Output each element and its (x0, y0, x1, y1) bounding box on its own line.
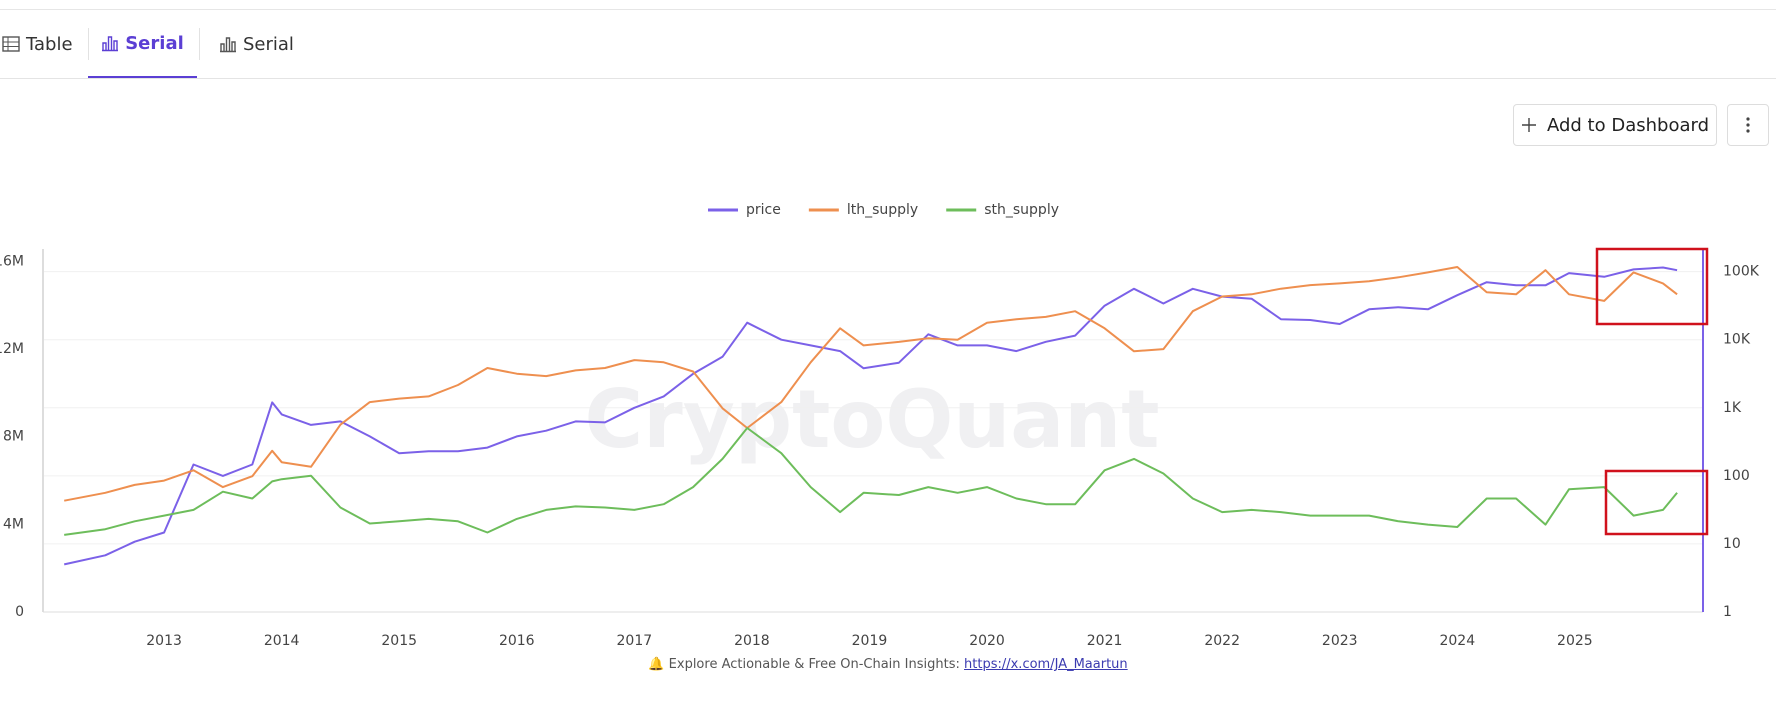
x-tick-label: 2025 (1557, 633, 1593, 649)
plus-icon (1521, 118, 1536, 132)
x-tick-label: 2016 (499, 633, 535, 649)
separator (88, 28, 89, 60)
footer: 🔔 Explore Actionable & Free On-Chain Ins… (0, 657, 1776, 672)
x-tick-label: 2018 (734, 633, 770, 649)
y-tick-label: 16M (0, 253, 24, 269)
y2-tick-label: 1K (1723, 400, 1742, 416)
series-line (64, 266, 1678, 502)
divider (0, 9, 1776, 10)
x-tick-label: 2014 (264, 633, 300, 649)
table-icon (2, 36, 20, 52)
y-tick-label: 4M (3, 516, 24, 532)
tab[interactable]: Table (2, 10, 73, 78)
more-button[interactable] (1727, 104, 1769, 146)
tab-bar: Table Serial Serial (0, 10, 1776, 79)
x-tick-label: 2020 (969, 633, 1005, 649)
series-line (63, 266, 1678, 566)
separator (199, 28, 200, 60)
footer-text: 🔔 Explore Actionable & Free On-Chain Ins… (648, 657, 960, 672)
add-to-dashboard-button[interactable]: Add to Dashboard (1513, 104, 1717, 146)
highlight-box (1595, 247, 1709, 326)
x-tick-label: 2013 (146, 633, 182, 649)
x-tick-label: 2022 (1204, 633, 1240, 649)
y2-tick-label: 10 (1723, 536, 1741, 552)
legend-label: price (746, 202, 781, 218)
watermark: CryptoQuant (585, 373, 1160, 466)
x-tick-label: 2024 (1439, 633, 1475, 649)
y2-tick-label: 100 (1723, 468, 1750, 484)
y2-tick-label: 1 (1723, 604, 1732, 620)
x-tick-label: 2021 (1087, 633, 1123, 649)
y-tick-label: 8M (3, 429, 24, 445)
tab-label: Table (26, 33, 73, 55)
y2-tick-label: 10K (1723, 332, 1751, 348)
bar-icon (220, 37, 236, 53)
tab[interactable]: Serial (88, 10, 197, 78)
x-tick-label: 2019 (852, 633, 888, 649)
y-tick-label: 12M (0, 341, 24, 357)
highlight-box (1604, 469, 1709, 536)
tab-label: Serial (243, 33, 294, 55)
kebab-icon (1746, 117, 1750, 133)
x-tick-label: 2023 (1322, 633, 1358, 649)
x-tick-label: 2015 (381, 633, 417, 649)
button-label: Add to Dashboard (1546, 114, 1710, 136)
footer-link[interactable]: https://x.com/JA_Maartun (964, 657, 1128, 672)
bar-icon (102, 36, 119, 52)
legend-label: lth_supply (847, 202, 918, 218)
x-tick-label: 2017 (617, 633, 653, 649)
y2-tick-label: 100K (1723, 264, 1760, 280)
tab[interactable]: Serial (219, 10, 294, 78)
tab-label: Serial (125, 32, 184, 54)
legend-label: sth_supply (984, 202, 1059, 218)
series-line (64, 427, 1678, 536)
y-tick-label: 0 (15, 604, 24, 620)
